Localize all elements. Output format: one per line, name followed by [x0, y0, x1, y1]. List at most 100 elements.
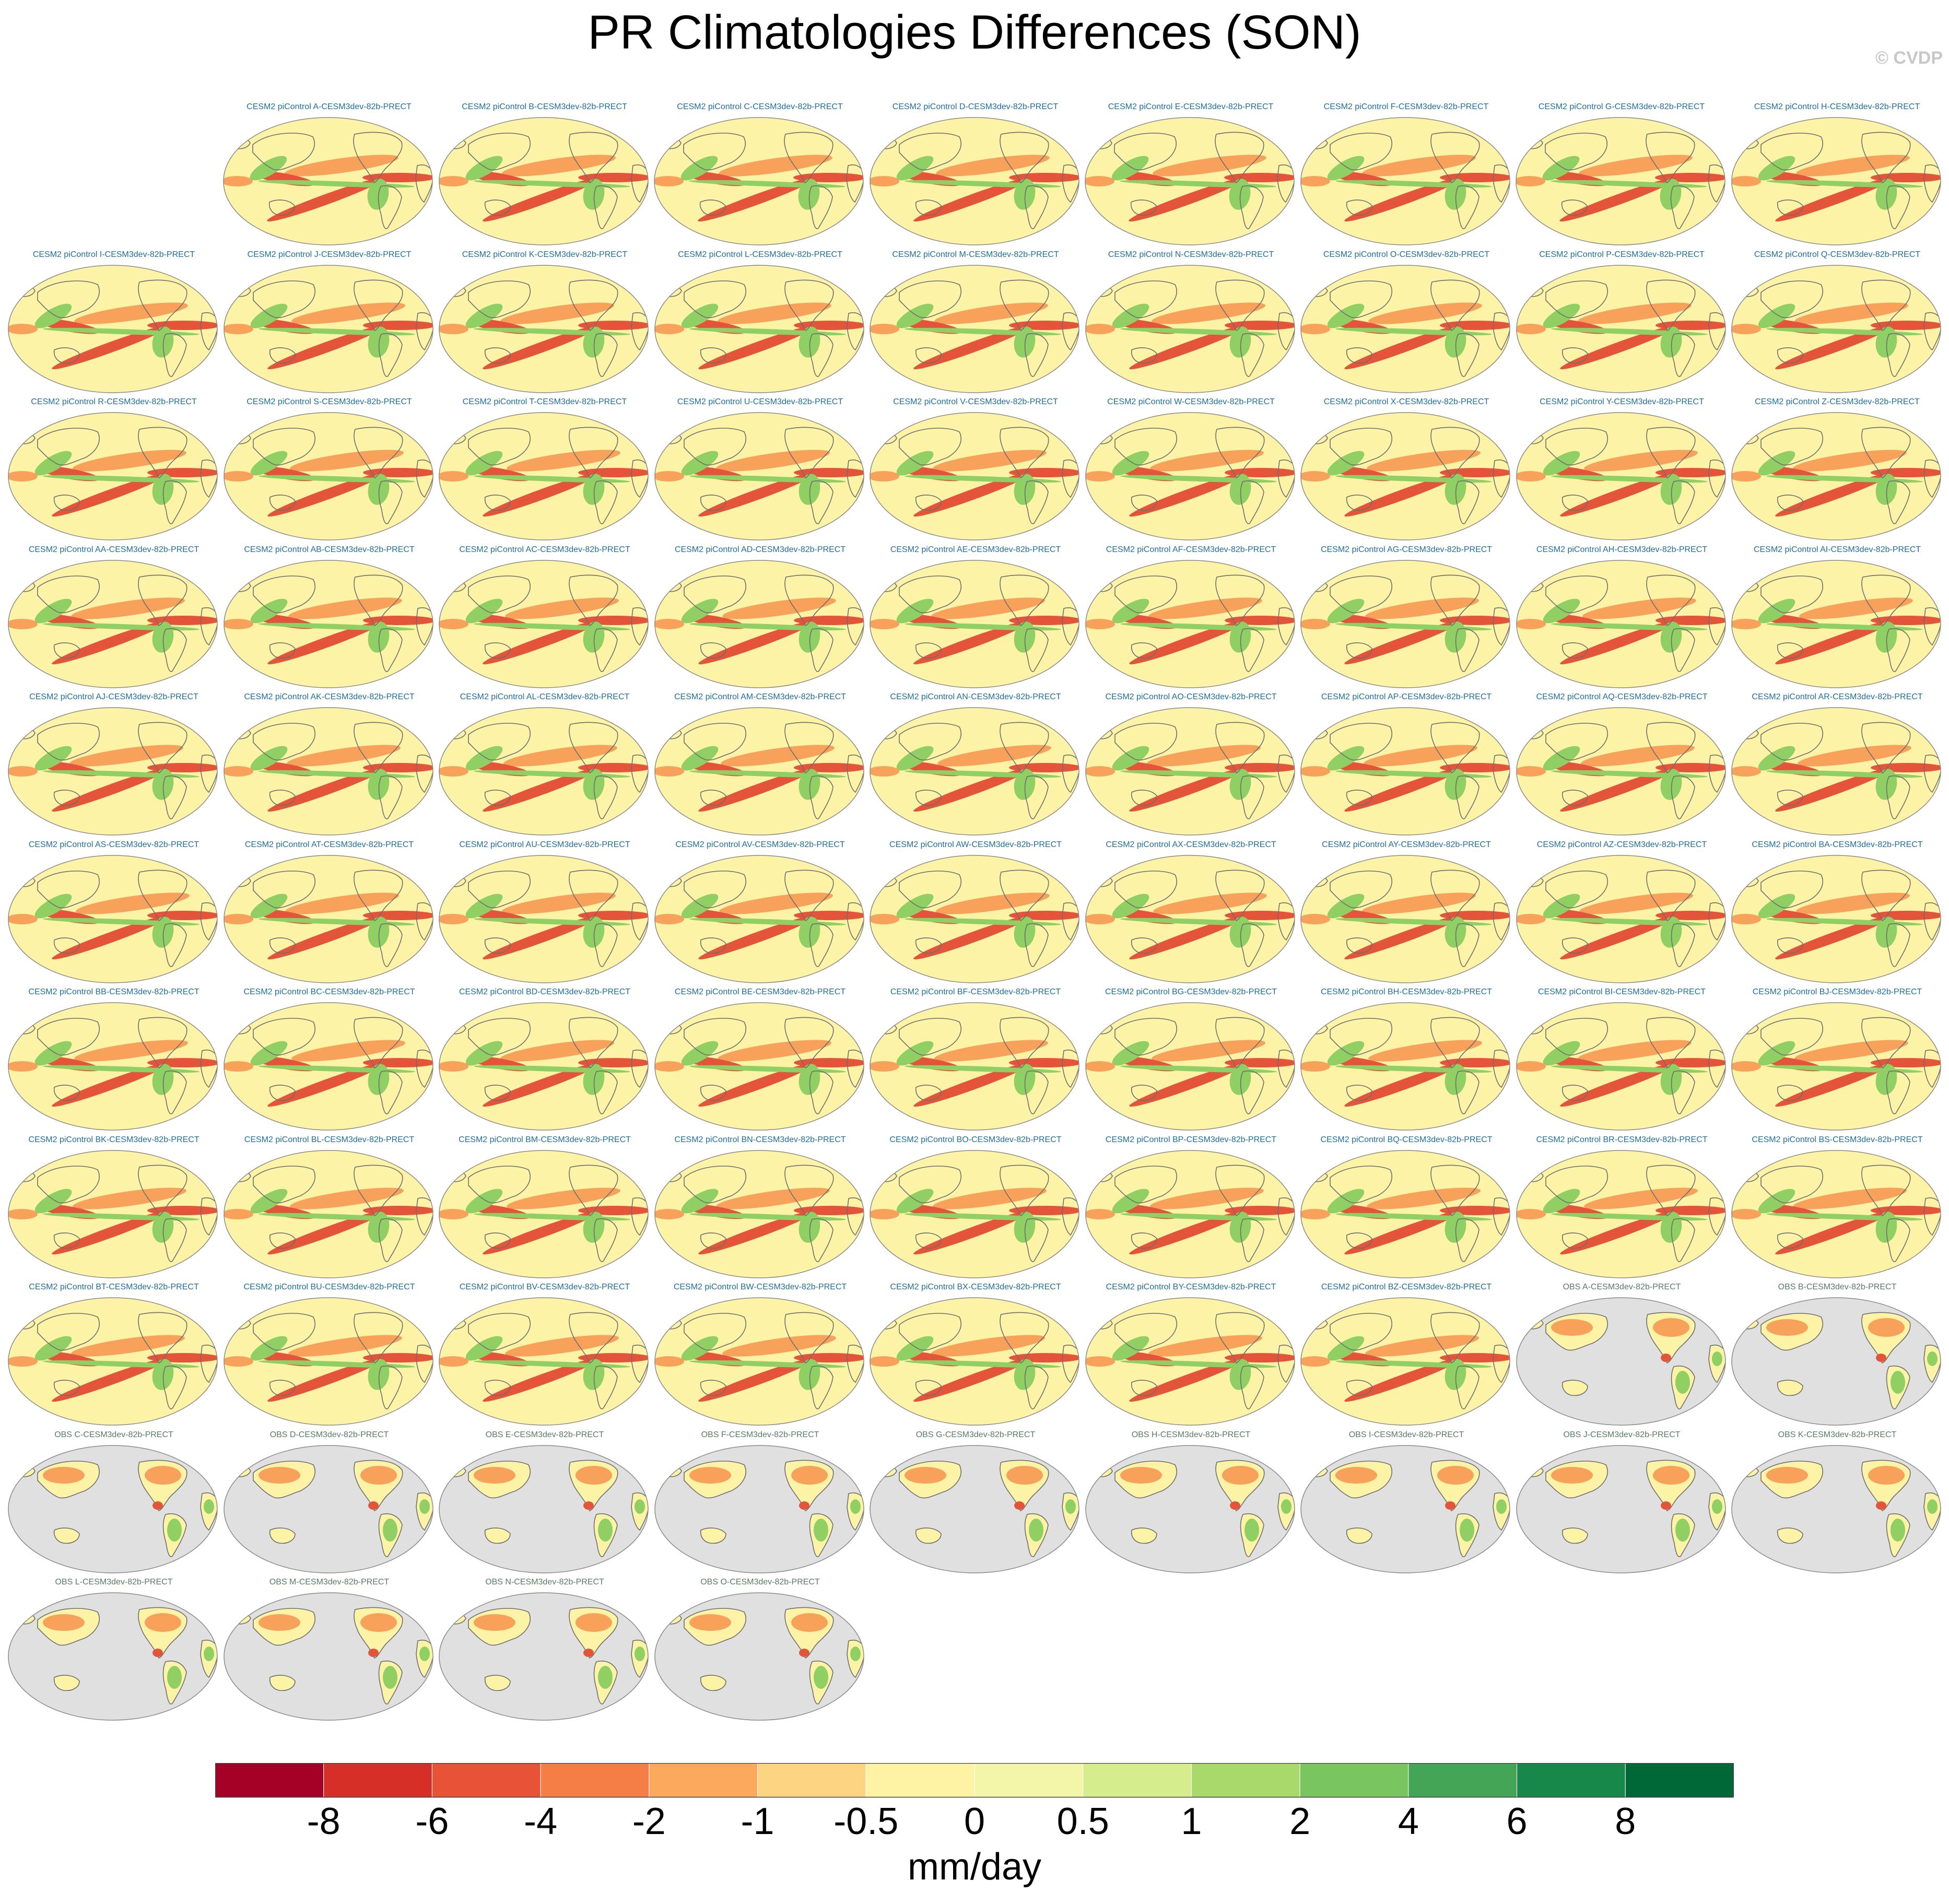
- wet-maritime-continent: [1543, 746, 1580, 771]
- dry-north-america: [791, 1465, 828, 1485]
- map-panel: OBS K-CESM3dev-82b-PRECT: [1730, 1430, 1945, 1578]
- wet-south-america: [1660, 1211, 1682, 1243]
- coastline-australia: [484, 937, 511, 954]
- map-panel: OBS E-CESM3dev-82b-PRECT: [437, 1430, 652, 1578]
- coastline-north-america: [1215, 427, 1265, 479]
- coastline-africa: [1062, 1050, 1079, 1088]
- dry-band-spcz: [913, 177, 1031, 222]
- map: [1300, 1149, 1510, 1278]
- dry-band-north-pacific: [1793, 450, 1907, 472]
- coastline-australia: [484, 1085, 511, 1101]
- coastline-north-america: [138, 1165, 187, 1216]
- map: [439, 559, 649, 688]
- panel-title: CESM2 piControl AP-CESM3dev-82b-PRECT: [1321, 692, 1492, 701]
- dry-band-spcz: [267, 1357, 385, 1402]
- map-field: [654, 1445, 864, 1573]
- coastline-asia: [683, 870, 746, 908]
- map: [1516, 1444, 1726, 1573]
- coastline-south-america: [809, 1366, 833, 1409]
- coastline-asia: [252, 428, 315, 466]
- dry-band-north-pacific: [1579, 892, 1693, 914]
- coastline-africa: [415, 607, 433, 645]
- dry-band-north-pacific: [719, 892, 833, 914]
- map-panel: CESM2 piControl AO-CESM3dev-82b-PRECT: [1084, 692, 1299, 840]
- coastline-australia: [1777, 199, 1803, 216]
- wet-amazon: [1675, 1371, 1690, 1394]
- wet-south-america: [1445, 769, 1466, 800]
- dry-indian-ocean: [1732, 766, 1761, 777]
- coastline-south-america: [378, 628, 403, 672]
- dry-indian-ocean: [1301, 766, 1330, 777]
- dry-band-spcz: [483, 325, 601, 369]
- dry-band-north-pacific: [717, 302, 831, 324]
- coastline-asia: [37, 870, 100, 908]
- wet-maritime-continent: [465, 1041, 503, 1066]
- map-panel: CESM2 piControl AC-CESM3dev-82b-PRECT: [437, 545, 652, 692]
- dry-indian-ocean: [1516, 323, 1546, 334]
- panel-title: CESM2 piControl AB-CESM3dev-82b-PRECT: [244, 545, 415, 554]
- coastline-asia: [1545, 870, 1608, 908]
- wet-south-america: [1875, 1064, 1897, 1095]
- panel-title: CESM2 piControl AD-CESM3dev-82b-PRECT: [674, 545, 846, 554]
- dry-band-spcz: [483, 767, 601, 812]
- dry-central-america: [1445, 1501, 1455, 1510]
- dry-indian-ocean: [1085, 1208, 1115, 1219]
- map-border: [1085, 117, 1295, 245]
- coastline-south-america: [1240, 1218, 1264, 1262]
- coastline-africa: [846, 607, 864, 645]
- wet-maritime-continent: [250, 303, 287, 328]
- coastline-asia: [252, 280, 315, 318]
- map-border: [8, 854, 218, 983]
- map-panel: CESM2 piControl M-CESM3dev-82b-PRECT: [868, 250, 1083, 397]
- coastline-australia: [53, 1380, 80, 1396]
- coastline-australia: [1131, 1085, 1157, 1101]
- map-border: [870, 1002, 1079, 1131]
- coastline-africa: [1061, 164, 1079, 203]
- coastline-asia: [1330, 1313, 1392, 1351]
- dry-band-spcz: [483, 915, 601, 959]
- dry-band-north-pacific: [289, 450, 404, 472]
- wet-south-america: [368, 1064, 389, 1095]
- coastline-asia: [1330, 870, 1392, 908]
- dry-indian-ocean: [1085, 618, 1115, 629]
- dry-band-north-pacific: [289, 1187, 404, 1209]
- map-border: [1731, 1444, 1941, 1573]
- map: [223, 1444, 433, 1573]
- wet-south-america: [1445, 1211, 1466, 1243]
- dry-band-north-pacific: [715, 450, 830, 472]
- coastline-australia: [1131, 790, 1157, 806]
- dry-band-north-pacific: [285, 892, 399, 914]
- dry-band-spcz: [1559, 767, 1678, 812]
- map-field: [870, 265, 1079, 393]
- map: [223, 412, 433, 540]
- dry-east-asia: [905, 1466, 946, 1484]
- map-field: [870, 1298, 1079, 1425]
- panel-title: CESM2 piControl AI-CESM3dev-82b-PRECT: [1753, 545, 1921, 554]
- dry-band-spcz: [267, 915, 385, 959]
- coastline-north-america: [1646, 1165, 1696, 1216]
- coastline-asia: [37, 1165, 100, 1203]
- map-border: [654, 559, 864, 688]
- map: [1300, 1444, 1510, 1573]
- map-field: [1085, 708, 1295, 835]
- coastline-africa: [1708, 460, 1725, 498]
- dry-band-spcz: [913, 1062, 1031, 1107]
- dry-band-spcz: [1775, 1062, 1893, 1107]
- dry-band-north-pacific: [1365, 1335, 1479, 1357]
- wet-amazon: [813, 1666, 828, 1689]
- wet-south-america: [583, 1064, 605, 1095]
- map-border: [870, 1444, 1079, 1573]
- dry-band-spcz: [267, 472, 385, 517]
- wet-south-america: [1014, 769, 1036, 800]
- coastline-north-america: [1861, 132, 1911, 184]
- map-field: [1516, 560, 1725, 688]
- dry-band-spcz: [52, 1062, 170, 1107]
- panel-title: CESM2 piControl AC-CESM3dev-82b-PRECT: [459, 545, 630, 554]
- wet-south-america: [1445, 179, 1466, 210]
- wet-maritime-continent: [465, 598, 503, 623]
- dry-band-north-pacific: [507, 450, 620, 472]
- wet-south-america: [799, 1064, 820, 1095]
- map: [8, 1002, 218, 1131]
- dry-indian-ocean: [439, 1356, 468, 1367]
- map-field: [870, 1445, 1079, 1573]
